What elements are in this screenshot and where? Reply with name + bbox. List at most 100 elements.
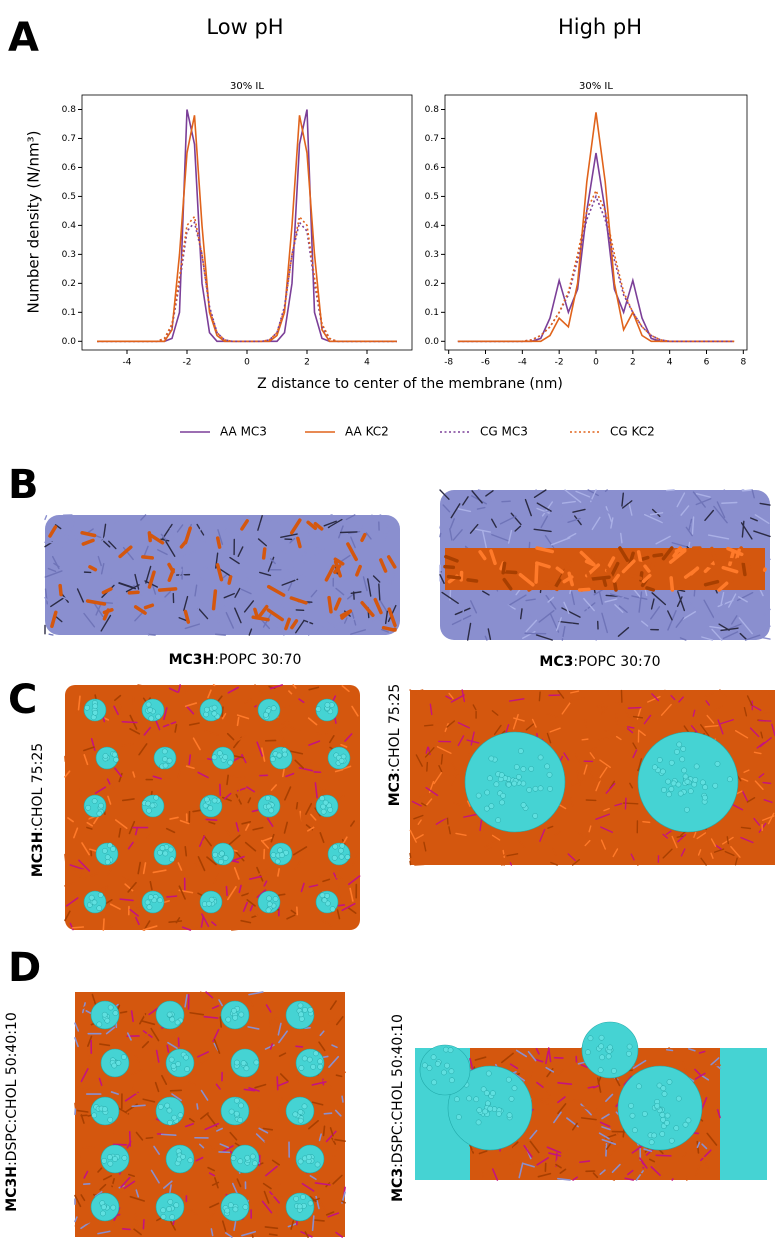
lipid-stroke: [275, 1206, 279, 1217]
lipid-stroke: [546, 1146, 562, 1154]
lipid-stroke: [258, 571, 272, 577]
lipid-stroke: [690, 1138, 703, 1151]
lipid-stroke: [350, 820, 355, 827]
lipid-stroke: [243, 1092, 249, 1106]
lipid-stroke: [265, 1004, 272, 1013]
bead: [281, 751, 288, 758]
lipid-stroke: [604, 598, 618, 603]
lipid-stroke: [457, 508, 472, 513]
lipid-stroke: [290, 689, 298, 697]
lipid-stroke: [183, 609, 191, 624]
lipid-stroke: [200, 1089, 209, 1101]
lipid-stroke: [749, 517, 758, 522]
lipid-stroke: [423, 724, 434, 727]
lipid-stroke: [177, 862, 183, 871]
lipid-stroke: [508, 721, 520, 729]
lipid-stroke: [561, 500, 576, 504]
bead: [599, 1054, 605, 1061]
lipid-stroke: [268, 1233, 278, 1237]
bead: [505, 1076, 512, 1083]
bead: [111, 751, 118, 758]
lipid-stroke: [276, 1076, 279, 1091]
bead: [670, 780, 677, 787]
lipid-stroke: [601, 1138, 617, 1145]
lipid-stroke: [280, 533, 298, 539]
y-tick-label: 0.1: [62, 308, 76, 318]
lipid-stroke: [350, 536, 356, 549]
lipid-stroke: [169, 527, 176, 538]
y-tick-label: 0.7: [425, 134, 439, 144]
lipid-stroke: [177, 763, 183, 779]
lipid-stroke: [324, 564, 336, 582]
bead: [145, 701, 152, 708]
lipid-stroke: [208, 821, 216, 825]
bead: [155, 713, 162, 720]
lipid-stroke: [241, 820, 252, 825]
lipid-stroke: [762, 781, 772, 785]
lipid-stroke: [307, 524, 312, 537]
lipid-stroke: [446, 574, 462, 580]
lipid-stroke: [74, 1109, 89, 1113]
bead: [237, 1158, 244, 1165]
lipid-stroke: [314, 825, 322, 832]
bead: [237, 1117, 244, 1123]
lipid-stroke: [507, 529, 513, 544]
lipid-stroke: [438, 764, 443, 773]
x-axis-label: Z distance to center of the membrane (nm…: [257, 376, 563, 392]
lipid-stroke: [155, 1049, 160, 1063]
lipid-stroke: [123, 1180, 136, 1190]
y-tick-label: 0.8: [425, 105, 440, 115]
bead: [180, 1153, 186, 1160]
lipid-stroke: [223, 792, 232, 800]
lipid-stroke: [721, 565, 739, 574]
lipid-stroke: [614, 604, 624, 613]
lipid-stroke: [261, 547, 267, 560]
lipid-stroke: [229, 1131, 238, 1141]
lipid-stroke: [469, 1144, 475, 1154]
bead: [714, 761, 721, 767]
bead: [456, 1114, 462, 1120]
lipid-stroke: [81, 538, 95, 546]
lipid-stroke: [269, 1191, 281, 1204]
lipid-stroke: [676, 596, 683, 608]
lipid-stroke: [436, 746, 452, 755]
lipid-stroke: [705, 1162, 709, 1170]
lipid-stroke: [154, 632, 170, 634]
bead: [148, 894, 154, 900]
bead: [674, 749, 680, 755]
bead: [297, 1109, 304, 1115]
lipid-stroke: [295, 1045, 304, 1048]
image-caption: MC3:CHOL 75:25: [387, 684, 403, 807]
lipid-stroke: [575, 490, 591, 498]
bead: [107, 1154, 113, 1160]
lipid-stroke: [325, 1211, 335, 1216]
bead: [473, 1096, 480, 1103]
lipid-stroke: [418, 792, 433, 799]
lipid-stroke: [738, 617, 753, 635]
lipid-stroke: [469, 1057, 474, 1072]
lipid-stroke: [141, 1040, 150, 1049]
lipid-stroke: [754, 780, 764, 790]
lipid-stroke: [334, 768, 344, 773]
lipid-stroke: [515, 1049, 528, 1058]
lipid-stroke: [111, 1123, 115, 1135]
lipid-stroke: [213, 872, 221, 885]
lipid-stroke: [557, 1069, 564, 1076]
bead: [301, 1103, 308, 1110]
lipid-stroke: [112, 520, 119, 527]
lipid-stroke: [248, 1087, 260, 1092]
bead: [626, 1043, 633, 1050]
lipid-stroke: [598, 503, 611, 515]
lipid-stroke: [425, 746, 429, 754]
lipid-stroke: [94, 1190, 103, 1198]
bead: [265, 803, 272, 810]
lipid-stroke: [317, 787, 326, 791]
bead: [679, 756, 685, 763]
lipid-stroke: [242, 585, 252, 588]
lipid-stroke: [476, 506, 486, 510]
lipid-stroke: [680, 505, 690, 516]
lipid-stroke: [510, 512, 522, 526]
lipid-stroke: [111, 585, 124, 592]
lipid-stroke: [652, 553, 664, 558]
lipid-stroke: [269, 558, 276, 565]
